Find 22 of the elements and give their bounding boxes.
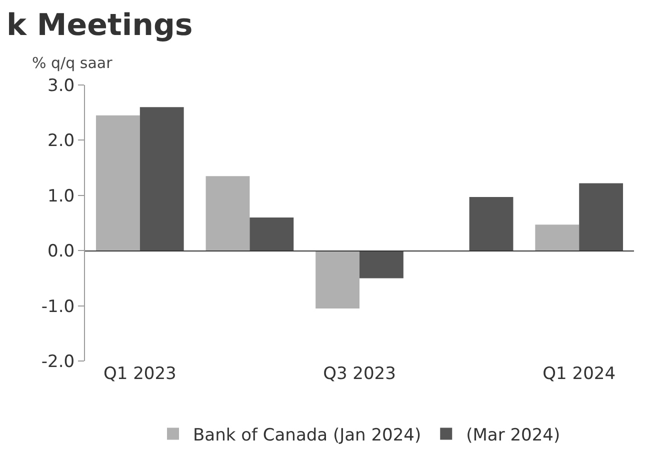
bar: [469, 197, 514, 251]
y-tick-label: 1.0: [48, 186, 75, 206]
y-tick-label: 0.0: [48, 242, 75, 262]
bar: [140, 107, 184, 251]
bar: [579, 183, 624, 251]
y-axis-title: % q/q saar: [32, 54, 114, 72]
y-tick-label: -1.0: [41, 296, 75, 317]
bar: [206, 176, 250, 251]
legend-label: (Mar 2024): [466, 425, 560, 446]
legend-label: Bank of Canada (Jan 2024): [193, 425, 422, 446]
x-tick-label: Q1 2023: [103, 364, 176, 384]
bar: [96, 115, 140, 251]
chart-title: k Meetings: [6, 8, 193, 43]
bar: [250, 217, 294, 251]
bar: [535, 224, 580, 251]
x-tick-label: Q3 2023: [323, 364, 396, 384]
bar: [316, 250, 360, 309]
x-tick-label: Q1 2024: [542, 364, 616, 384]
y-tick-label: -2.0: [41, 352, 75, 372]
y-tick-label: 2.0: [48, 131, 75, 152]
bar: [360, 250, 404, 278]
y-tick-label: 3.0: [48, 76, 75, 96]
